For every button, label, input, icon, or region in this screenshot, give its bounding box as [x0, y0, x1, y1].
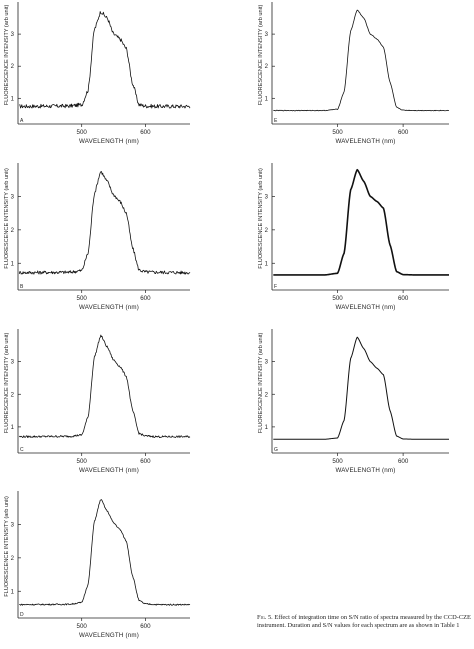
- x-tick-label: 500: [77, 295, 88, 302]
- y-tick-label: 3: [11, 194, 15, 200]
- spectrum-line: [19, 11, 191, 109]
- y-tick-label: 1: [11, 425, 15, 431]
- y-tick-label: 3: [11, 32, 15, 38]
- y-tick-label: 1: [11, 261, 15, 267]
- y-tick-label: 1: [265, 425, 269, 431]
- y-tick-label: 2: [265, 392, 269, 398]
- x-tick-label: 500: [332, 129, 343, 136]
- spectrum-line: [18, 171, 191, 275]
- figure-caption-text: Effect of integration time on S/N ratio …: [257, 614, 471, 629]
- y-tick-label: 2: [265, 64, 269, 70]
- panel-letter: G: [274, 447, 278, 453]
- y-axis-label: FLUORESCENCE INTENSITY (arb unit): [4, 333, 10, 434]
- panel-letter: D: [20, 612, 24, 618]
- y-tick-label: 1: [11, 96, 15, 102]
- y-axis-label: FLUORESCENCE INTENSITY (arb unit): [258, 168, 264, 269]
- x-tick-label: 600: [140, 129, 151, 136]
- x-axis-label: WAVELENGTH (nm): [335, 467, 395, 474]
- x-axis-label: WAVELENGTH (nm): [79, 304, 139, 311]
- x-tick-label: 500: [77, 623, 88, 630]
- panel-letter: C: [20, 447, 24, 453]
- spectrum-line: [18, 334, 191, 439]
- spectrum-line: [273, 336, 449, 440]
- x-tick-label: 600: [398, 129, 409, 136]
- y-axis-label: FLUORESCENCE INTENSITY (arb unit): [4, 168, 10, 269]
- x-tick-label: 500: [332, 295, 343, 302]
- x-tick-label: 600: [140, 295, 151, 302]
- spectrum-line: [273, 9, 450, 112]
- x-axis-label: WAVELENGTH (nm): [79, 138, 139, 145]
- y-tick-label: 3: [265, 194, 269, 200]
- y-axis-label: FLUORESCENCE INTENSITY (arb unit): [258, 333, 264, 434]
- y-tick-label: 1: [265, 261, 269, 267]
- y-tick-label: 1: [265, 96, 269, 102]
- x-tick-label: 600: [398, 295, 409, 302]
- figure-caption-label: Fig. 5.: [257, 614, 273, 621]
- y-tick-label: 2: [11, 64, 15, 70]
- y-tick-label: 3: [11, 522, 15, 528]
- spectrum-line: [19, 499, 191, 606]
- x-axis-label: WAVELENGTH (nm): [335, 138, 395, 145]
- y-axis-label: FLUORESCENCE INTENSITY (arb unit): [4, 496, 10, 597]
- spectrum-line: [273, 168, 450, 276]
- x-tick-label: 600: [140, 458, 151, 465]
- panel-letter: B: [20, 284, 24, 290]
- panel-letter: F: [274, 284, 277, 290]
- y-tick-label: 2: [11, 556, 15, 562]
- x-tick-label: 500: [332, 458, 343, 465]
- x-axis-label: WAVELENGTH (nm): [79, 467, 139, 474]
- x-axis-label: WAVELENGTH (nm): [79, 632, 139, 639]
- y-axis-label: FLUORESCENCE INTENSITY (arb unit): [4, 5, 10, 106]
- y-tick-label: 3: [11, 360, 15, 366]
- x-tick-label: 500: [77, 129, 88, 136]
- y-axis-label: FLUORESCENCE INTENSITY (arb unit): [258, 5, 264, 106]
- panel-letter: E: [274, 118, 278, 124]
- figure-caption: Fig. 5. Effect of integration time on S/…: [257, 614, 473, 630]
- y-tick-label: 3: [265, 32, 269, 38]
- x-tick-label: 600: [140, 623, 151, 630]
- y-tick-label: 2: [11, 392, 15, 398]
- y-tick-label: 2: [11, 228, 15, 234]
- panel-letter: A: [20, 118, 24, 124]
- y-tick-label: 2: [265, 228, 269, 234]
- y-tick-label: 3: [265, 360, 269, 366]
- x-tick-label: 500: [77, 458, 88, 465]
- y-tick-label: 1: [11, 589, 15, 595]
- x-axis-label: WAVELENGTH (nm): [335, 304, 395, 311]
- x-tick-label: 600: [398, 458, 409, 465]
